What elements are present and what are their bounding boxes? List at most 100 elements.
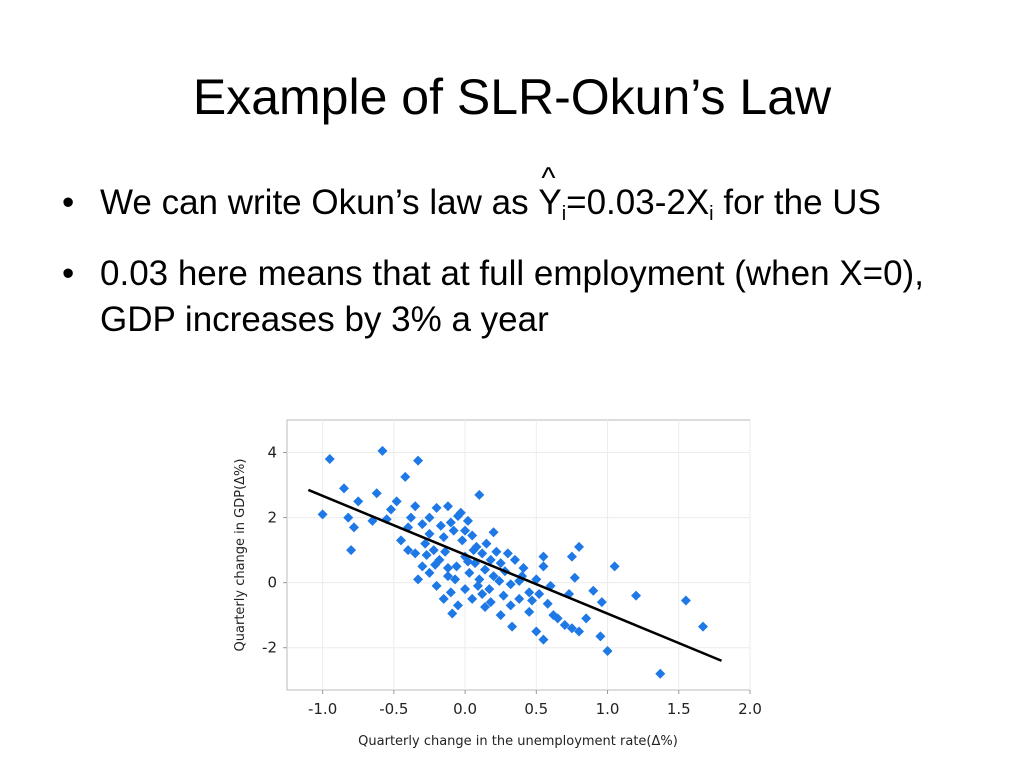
scatter-point xyxy=(448,525,459,536)
scatter-point xyxy=(462,556,473,567)
bullet-item-full-employment: • 0.03 here means that at full employment… xyxy=(62,251,982,343)
scatter-point xyxy=(472,580,483,591)
scatter-point xyxy=(420,538,431,549)
scatter-point xyxy=(438,593,449,604)
scatter-point xyxy=(631,590,642,601)
scatter-point xyxy=(569,572,580,583)
scatter-point xyxy=(534,589,545,600)
scatter-point xyxy=(485,597,496,608)
scatter-point xyxy=(434,554,445,565)
x-tick-label: 0.0 xyxy=(453,700,477,718)
scatter-point xyxy=(480,602,491,613)
scatter-point xyxy=(455,507,466,518)
scatter-point xyxy=(428,545,439,556)
scatter-point xyxy=(588,585,599,596)
scatter-point xyxy=(595,631,606,642)
scatter-point xyxy=(421,550,432,560)
scatter-point xyxy=(488,571,499,582)
scatter-point xyxy=(413,574,424,585)
scatter-point xyxy=(481,538,492,549)
scatter-point xyxy=(480,564,491,575)
scatter-point xyxy=(559,619,570,630)
scatter-point xyxy=(485,554,496,565)
scatter-point xyxy=(467,593,478,604)
scatter-point xyxy=(410,548,421,559)
scatter-point xyxy=(467,530,478,541)
scatter-point xyxy=(430,559,441,570)
y-tick-label: 4 xyxy=(267,444,277,462)
x-axis-ticks: -1.0 -0.5 0.0 0.5 1.0 1.5 2.0 xyxy=(308,690,762,718)
scatter-point xyxy=(451,561,462,572)
scatter-point xyxy=(474,489,485,500)
scatter-point xyxy=(566,551,577,562)
scatter-point xyxy=(502,548,513,559)
scatter-point xyxy=(391,496,402,507)
fit-line xyxy=(307,488,722,662)
scatter-point xyxy=(452,600,463,611)
okun-scatter-chart: -1.0 -0.5 0.0 0.5 1.0 1.5 2.0 4 2 0 -2 Quarterly … xyxy=(222,418,762,758)
scatter-point xyxy=(424,567,435,578)
scatter-point xyxy=(545,580,556,591)
scatter-point xyxy=(413,455,424,466)
scatter-point xyxy=(491,546,502,557)
scatter-point xyxy=(574,626,585,637)
y-tick-label: 2 xyxy=(267,509,277,527)
scatter-point xyxy=(324,454,335,465)
scatter-point xyxy=(609,561,620,572)
scatter-point xyxy=(697,621,708,632)
scatter-point xyxy=(343,512,354,523)
bullet-marker: • xyxy=(62,183,75,222)
scatter-point xyxy=(431,580,442,591)
scatter-point xyxy=(498,590,509,601)
scatter-point xyxy=(371,488,382,499)
bullet-text: 0.03 here means that at full employment … xyxy=(100,254,924,339)
scatter-point xyxy=(596,597,607,608)
scatter-point xyxy=(438,532,449,543)
scatter-point xyxy=(395,535,406,546)
scatter-point xyxy=(450,574,461,585)
scatter-point xyxy=(400,471,411,482)
scatter-point xyxy=(471,541,482,552)
scatter-point xyxy=(403,545,414,556)
y-tick-label: 0 xyxy=(267,574,277,592)
x-tick-label: 0.5 xyxy=(524,700,548,718)
scatter-point xyxy=(442,563,453,574)
scatter-point xyxy=(602,645,613,656)
scatter-point xyxy=(531,626,542,637)
hat-accent: ^ xyxy=(541,162,556,195)
y-axis-label: Quarterly change in GDP(Δ%) xyxy=(233,459,248,652)
scatter-point xyxy=(424,528,435,539)
scatter-point xyxy=(548,610,559,621)
scatter-point xyxy=(552,613,563,624)
scatter-point xyxy=(460,584,471,595)
scatter-point xyxy=(477,589,488,600)
scatter-point xyxy=(410,501,421,512)
scatter-point xyxy=(346,545,357,556)
scatter-point xyxy=(514,593,525,604)
scatter-point xyxy=(517,571,528,582)
plot-frame xyxy=(286,419,751,691)
scatter-point xyxy=(574,541,585,552)
scatter-point xyxy=(505,579,516,590)
scatter-point xyxy=(424,512,435,523)
scatter-point xyxy=(524,587,535,598)
regression-line xyxy=(307,488,722,662)
equation-middle: =0.03-2X xyxy=(566,183,710,222)
scatter-point xyxy=(353,496,364,507)
x-tick-label: 2.0 xyxy=(738,700,762,718)
x-tick-label: -0.5 xyxy=(379,700,408,718)
scatter-point xyxy=(442,571,453,582)
scatter-point xyxy=(538,634,549,645)
scatter-point xyxy=(445,517,456,528)
scatter-point xyxy=(488,527,499,538)
scatter-point xyxy=(566,623,577,634)
bullet-text-tail: for the US xyxy=(713,183,881,222)
scatter-point xyxy=(474,574,485,585)
scatter-point xyxy=(524,606,535,617)
scatter-point xyxy=(542,598,553,609)
scatter-point xyxy=(495,558,506,569)
scatter-point xyxy=(317,509,328,520)
y-axis-ticks: 4 2 0 -2 xyxy=(262,444,287,657)
scatter-point xyxy=(495,610,506,621)
scatter-point xyxy=(470,558,481,569)
